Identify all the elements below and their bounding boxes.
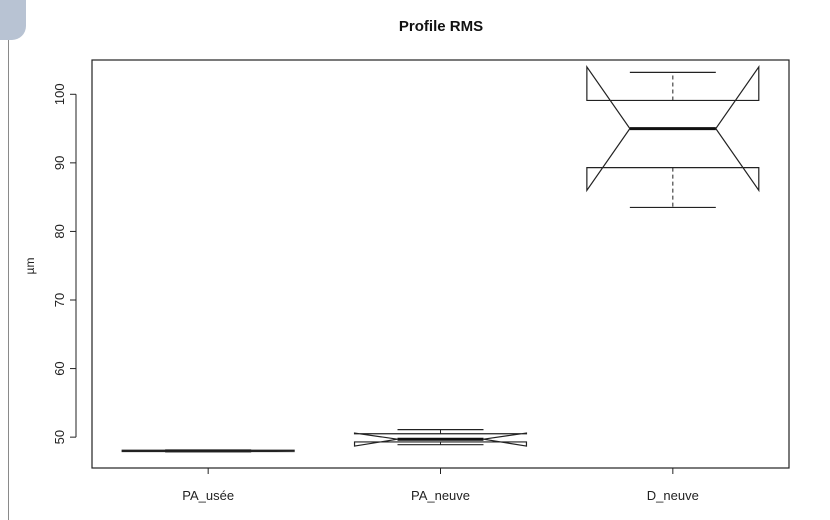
boxplot-PA_usée <box>121 449 295 453</box>
boxplot-D_neuve <box>586 64 760 209</box>
corner-tab-decoration <box>0 0 26 40</box>
box-body <box>586 64 760 193</box>
x-tick-label: PA_usée <box>182 488 234 503</box>
x-tick-label: PA_neuve <box>411 488 470 503</box>
box-series <box>121 64 760 453</box>
plot-area-border <box>91 59 790 469</box>
y-axis: 50 60 70 80 90 100 <box>52 83 77 444</box>
boxplot-PA_neuve <box>353 429 528 447</box>
y-tick-label: 100 <box>52 83 67 105</box>
box-body <box>121 449 295 453</box>
box-body <box>353 432 528 447</box>
y-tick-label: 70 <box>52 293 67 307</box>
y-tick-label: 60 <box>52 361 67 375</box>
chart-title: Profile RMS <box>399 18 483 35</box>
page-frame-line <box>8 0 9 520</box>
y-tick-label: 50 <box>52 430 67 444</box>
x-tick-label: D_neuve <box>647 488 699 503</box>
x-axis: PA_usée PA_neuve D_neuve <box>182 467 699 503</box>
y-axis-label: µm <box>23 258 37 275</box>
y-tick-label: 80 <box>52 224 67 238</box>
y-tick-label: 90 <box>52 156 67 170</box>
